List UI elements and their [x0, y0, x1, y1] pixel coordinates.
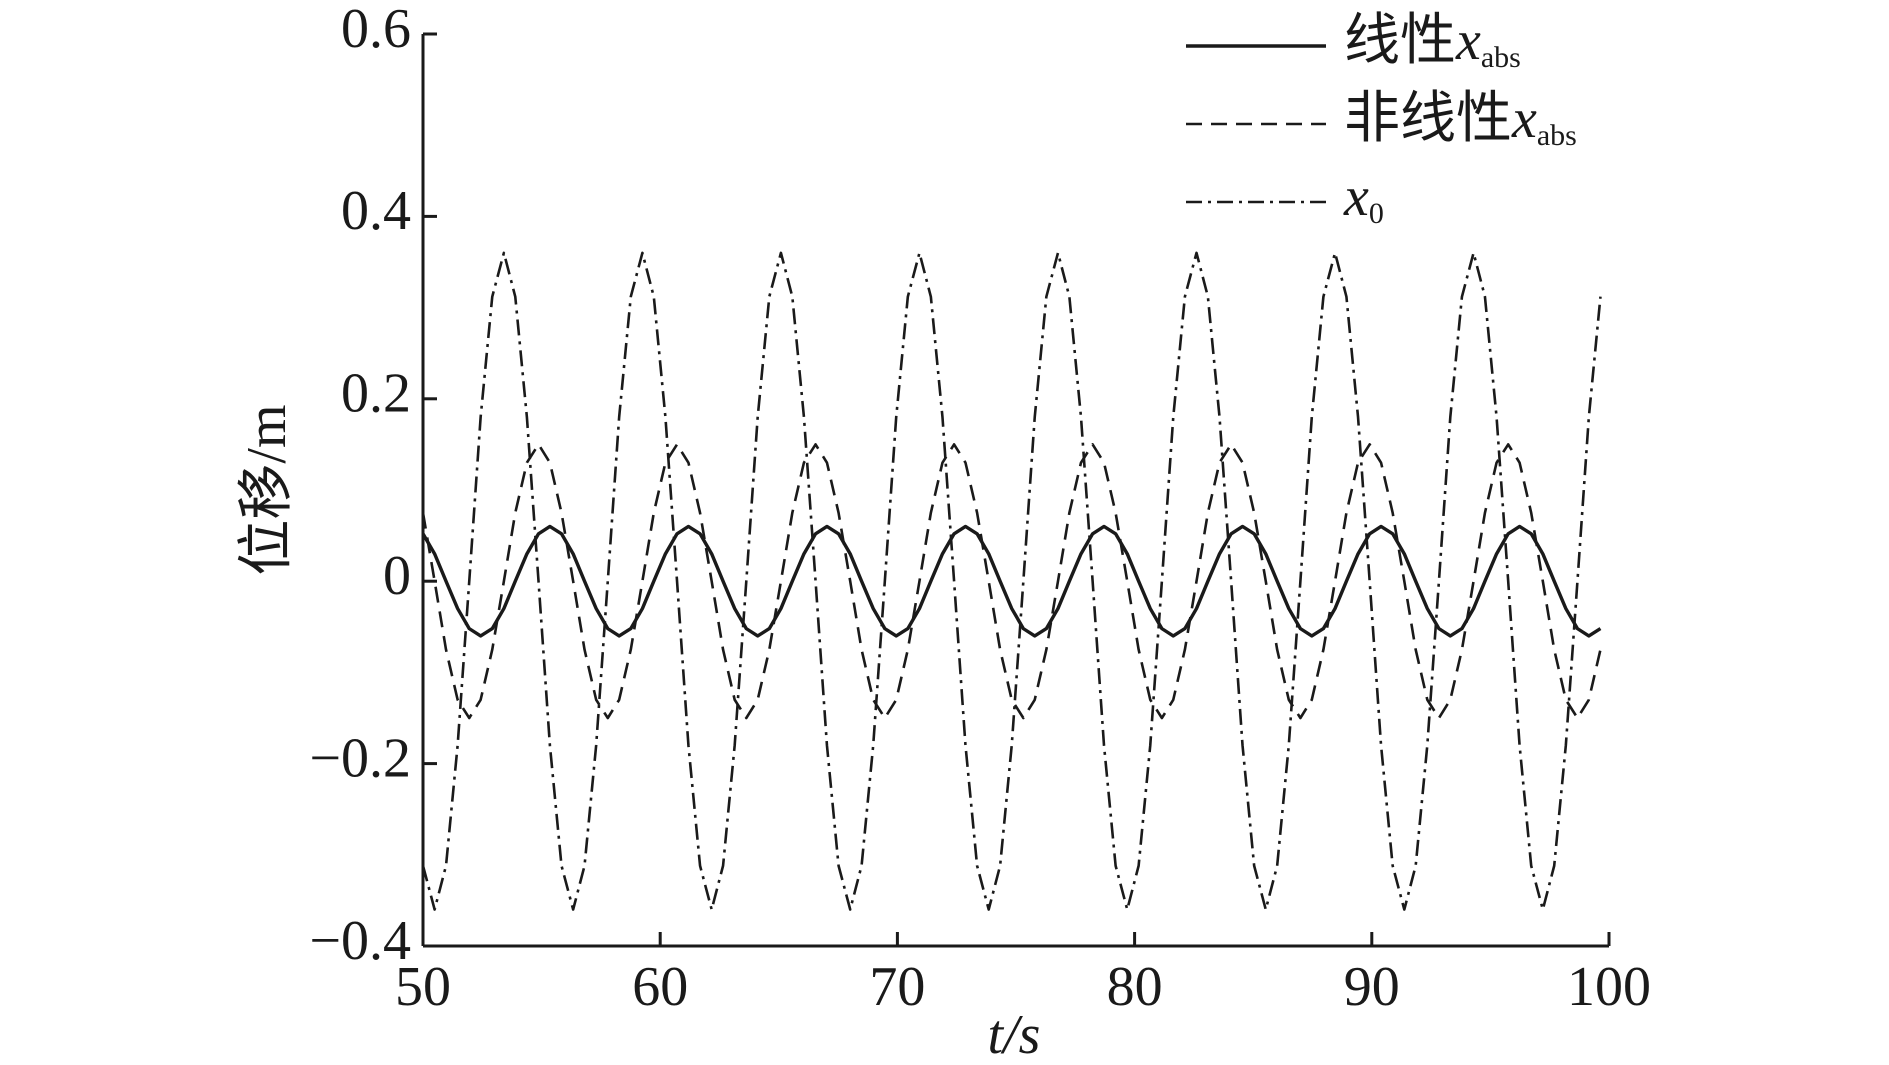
legend-label-symbol: x [1455, 10, 1481, 72]
legend-label-part: 线性 [1344, 10, 1456, 72]
legend-label-symbol: x [1511, 88, 1537, 150]
legend-label: 非线性xabs [1344, 88, 1577, 152]
legend-label-part: 非线性 [1344, 88, 1512, 150]
y-tick-label: −0.4 [309, 910, 411, 972]
x-tick-label: 50 [395, 956, 451, 1018]
x-tick-label: 90 [1344, 956, 1400, 1018]
y-tick-label: −0.2 [309, 727, 411, 789]
y-axis-label: 位移/m [236, 404, 298, 575]
x-tick-label: 60 [632, 956, 688, 1018]
y-tick-label: 0.4 [341, 180, 411, 242]
legend-label: 线性xabs [1344, 10, 1521, 74]
legend-label-symbol: x [1343, 166, 1369, 228]
series-line [421, 251, 1602, 911]
legend-label-subscript: abs [1481, 41, 1521, 74]
x-tick-label: 100 [1567, 956, 1651, 1018]
series-line [421, 524, 1602, 638]
y-tick-label: 0.2 [341, 363, 411, 425]
y-tick-label: 0 [383, 545, 411, 607]
x-tick-label: 80 [1107, 956, 1163, 1018]
legend-label-subscript: abs [1537, 119, 1577, 152]
legend-label-subscript: 0 [1369, 197, 1384, 230]
series-line [421, 443, 1602, 720]
legend-label: x0 [1343, 166, 1384, 230]
x-axis-label: t/s [988, 1004, 1041, 1065]
y-tick-label: 0.6 [341, 0, 411, 60]
x-tick-label: 70 [869, 956, 925, 1018]
